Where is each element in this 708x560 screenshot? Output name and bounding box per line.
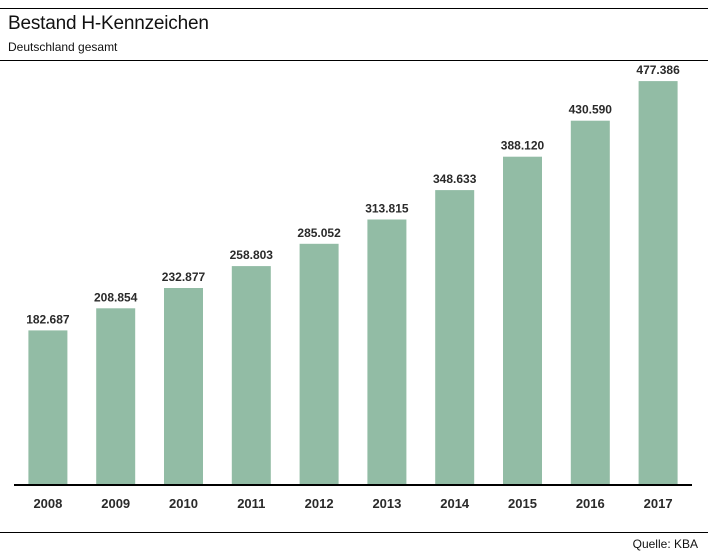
value-label-2012: 285.052 [297, 226, 341, 240]
x-tick-label-2009: 2009 [101, 496, 130, 511]
bar-2012 [299, 243, 339, 485]
footer-rule [0, 532, 708, 533]
value-label-2016: 430.590 [569, 103, 613, 117]
bar-2014 [435, 190, 475, 485]
chart-title: Bestand H-Kennzeichen [8, 13, 209, 34]
x-tick-label-2012: 2012 [305, 496, 334, 511]
chart-subtitle: Deutschland gesamt [8, 40, 118, 54]
x-tick-label-2017: 2017 [644, 496, 673, 511]
x-tick-label-2015: 2015 [508, 496, 537, 511]
bar-2016 [570, 120, 610, 485]
x-tick-label-2011: 2011 [237, 496, 265, 511]
value-label-2008: 182.687 [26, 312, 70, 326]
bar-2017 [638, 81, 678, 485]
value-label-2017: 477.386 [636, 63, 680, 77]
value-label-2014: 348.633 [433, 172, 477, 186]
value-label-2009: 208.854 [94, 290, 138, 304]
value-label-2013: 313.815 [365, 202, 409, 216]
bar-2015 [503, 156, 542, 485]
x-tick-label-2010: 2010 [169, 496, 198, 511]
value-label-2011: 258.803 [230, 248, 274, 262]
x-tick-label-2016: 2016 [576, 496, 605, 511]
bar-2011 [231, 266, 271, 485]
bar-2009 [96, 308, 136, 485]
x-tick-label-2008: 2008 [33, 496, 62, 511]
source-note: Quelle: KBA [632, 537, 698, 551]
x-tick-label-2013: 2013 [372, 496, 401, 511]
bar-2013 [367, 219, 407, 485]
header-rule [0, 60, 708, 61]
x-tick-label-2014: 2014 [440, 496, 470, 511]
bar-2010 [164, 288, 203, 485]
bar-2008 [28, 330, 68, 485]
top-rule [0, 8, 708, 9]
value-label-2010: 232.877 [162, 270, 206, 284]
value-label-2015: 388.120 [501, 139, 545, 153]
